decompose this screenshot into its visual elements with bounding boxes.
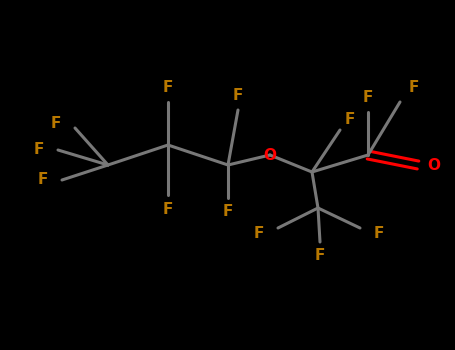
Text: F: F [253, 225, 264, 240]
Text: F: F [223, 204, 233, 219]
Text: F: F [409, 80, 419, 96]
Text: F: F [163, 202, 173, 217]
Text: F: F [374, 225, 384, 240]
Text: F: F [345, 112, 355, 127]
Text: F: F [38, 173, 48, 188]
Text: F: F [34, 142, 44, 158]
Text: F: F [315, 248, 325, 264]
Text: F: F [163, 80, 173, 96]
Text: O: O [263, 147, 277, 162]
Text: O: O [428, 158, 440, 173]
Text: F: F [51, 116, 61, 131]
Text: F: F [363, 91, 373, 105]
Text: F: F [233, 89, 243, 104]
